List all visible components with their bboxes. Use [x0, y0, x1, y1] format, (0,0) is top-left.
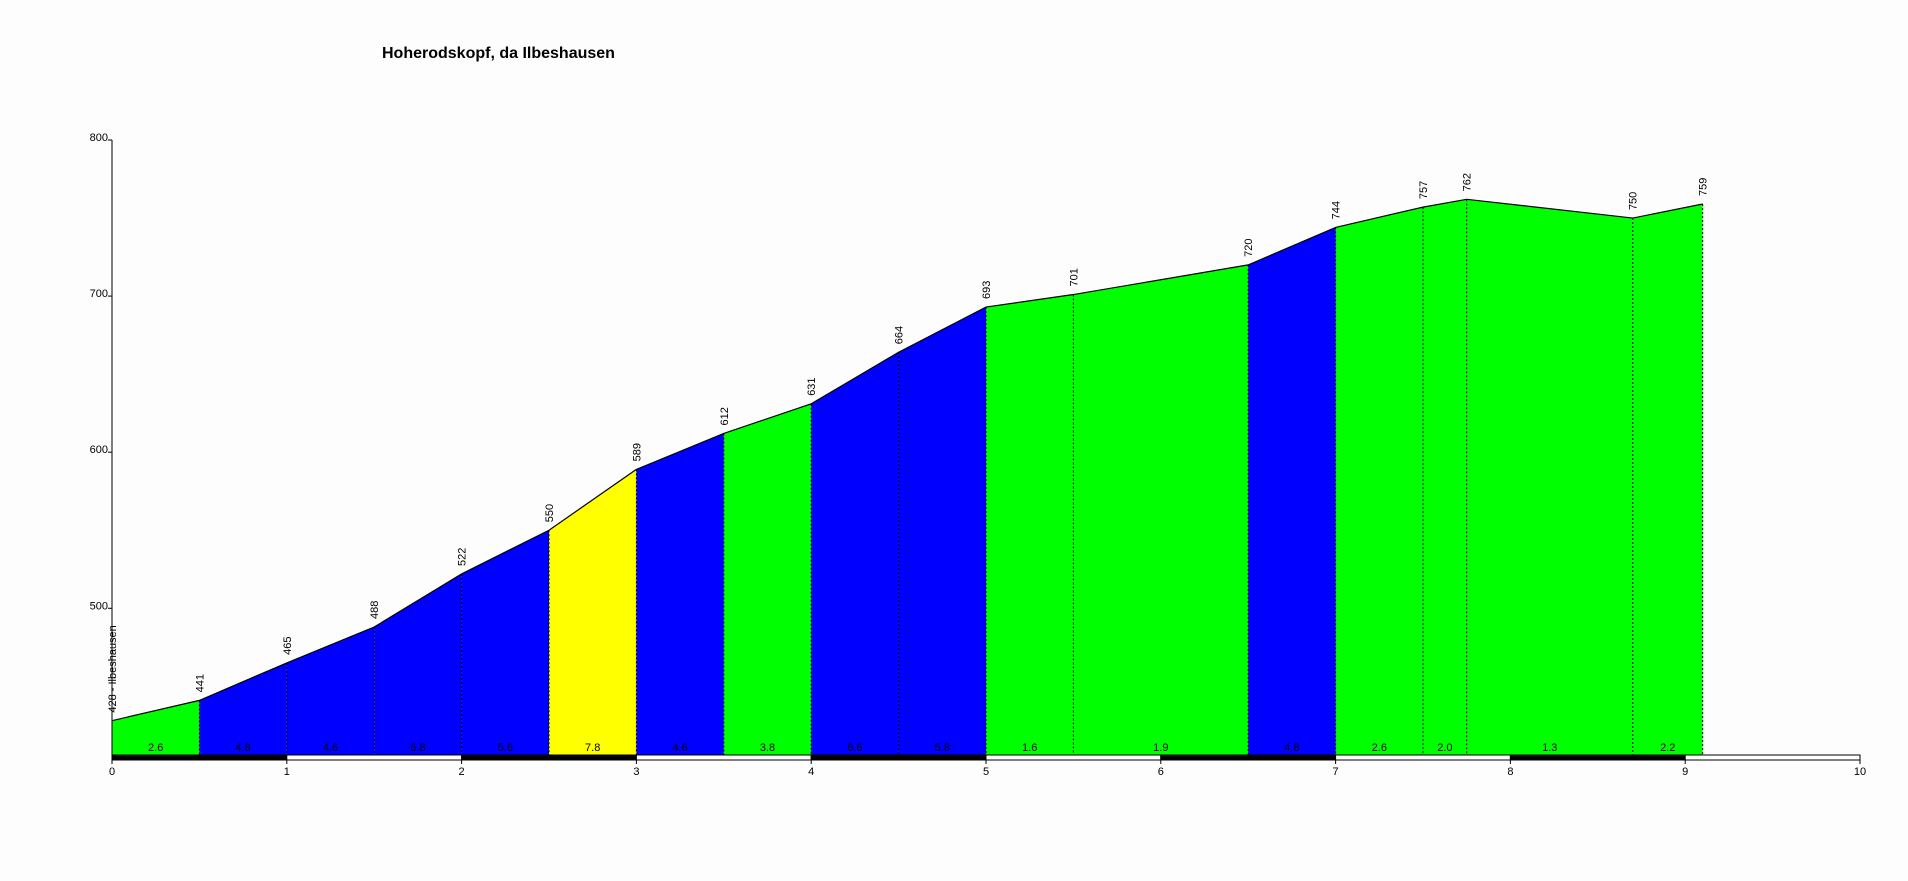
y-tick-label: 500: [90, 600, 108, 612]
segment-area: [636, 433, 724, 755]
point-label: 522: [457, 548, 469, 566]
x-tick-label: 0: [109, 766, 115, 778]
point-label: 693: [981, 281, 993, 299]
grade-label: 2.2: [1660, 742, 1675, 754]
km-bar: [286, 754, 463, 761]
segment-area: [374, 573, 462, 755]
segment-area: [1335, 207, 1423, 756]
point-label: 759: [1698, 178, 1710, 196]
point-label: 589: [631, 443, 643, 461]
x-tick-label: 10: [1854, 766, 1866, 778]
point-label: 550: [544, 504, 556, 522]
grade-label: 1.6: [1022, 742, 1037, 754]
segment-area: [811, 352, 899, 755]
segment-area: [1073, 264, 1249, 755]
point-label: 488: [369, 601, 381, 619]
point-label: 428 - Ilbeshausen: [107, 625, 119, 712]
y-tick-label: 600: [90, 444, 108, 456]
profile-line: [111, 198, 1703, 722]
km-bar: [985, 754, 1162, 761]
grade-label: 6.6: [847, 742, 862, 754]
grade-label: 1.3: [1542, 742, 1557, 754]
grade-label: 5.8: [935, 742, 950, 754]
point-label: 701: [1068, 268, 1080, 286]
segment-area: [723, 403, 812, 755]
x-tick-label: 7: [1333, 766, 1339, 778]
grade-label: 4.8: [235, 742, 250, 754]
point-label: 762: [1462, 173, 1474, 191]
segment-area: [461, 530, 549, 755]
segment-area: [1248, 227, 1336, 756]
grade-label: 2.6: [148, 742, 163, 754]
km-bar: [1160, 754, 1337, 761]
km-bar: [111, 754, 288, 761]
km-bar: [1684, 754, 1861, 761]
km-bar: [810, 754, 987, 761]
grade-label: 4.8: [1284, 742, 1299, 754]
x-tick-label: 6: [1158, 766, 1164, 778]
point-label: 631: [806, 377, 818, 395]
segment-area: [199, 662, 287, 755]
point-label: 744: [1331, 201, 1343, 219]
grade-label: 2.0: [1437, 742, 1452, 754]
point-label: 465: [282, 637, 294, 655]
point-label: 612: [719, 407, 731, 425]
segment-area: [1423, 199, 1467, 756]
segment-area: [1632, 203, 1703, 756]
chart-title: Hoherodskopf, da Ilbeshausen: [382, 45, 615, 62]
segment-area: [1466, 199, 1633, 756]
grade-label: 1.9: [1153, 742, 1168, 754]
segment-area: [286, 627, 375, 755]
grade-label: 4.6: [323, 742, 338, 754]
km-bar: [635, 754, 812, 761]
km-bar: [461, 754, 637, 761]
x-tick-label: 1: [284, 766, 290, 778]
x-tick-label: 8: [1507, 766, 1513, 778]
segment-area: [549, 469, 637, 755]
y-tick-label: 700: [90, 288, 108, 300]
point-label: 757: [1418, 181, 1430, 199]
point-label: 750: [1628, 192, 1640, 210]
grade-label: 7.8: [585, 742, 600, 754]
grade-label: 2.6: [1372, 742, 1387, 754]
x-tick-label: 5: [983, 766, 989, 778]
segment-area: [986, 294, 1074, 755]
km-bar: [1335, 754, 1511, 761]
segment-area: [112, 700, 200, 755]
grade-label: 5.6: [498, 742, 513, 754]
point-label: 441: [194, 674, 206, 692]
x-tick-label: 9: [1682, 766, 1688, 778]
km-bar: [1509, 754, 1686, 761]
x-tick-label: 4: [808, 766, 814, 778]
grade-label: 6.8: [410, 742, 425, 754]
point-label: 720: [1243, 239, 1255, 257]
point-label: 664: [894, 326, 906, 344]
grade-label: 3.8: [760, 742, 775, 754]
x-tick-label: 2: [459, 766, 465, 778]
grade-label: 4.6: [672, 742, 687, 754]
x-tick-label: 3: [633, 766, 639, 778]
segment-area: [898, 307, 986, 755]
y-tick-label: 800: [90, 132, 108, 144]
